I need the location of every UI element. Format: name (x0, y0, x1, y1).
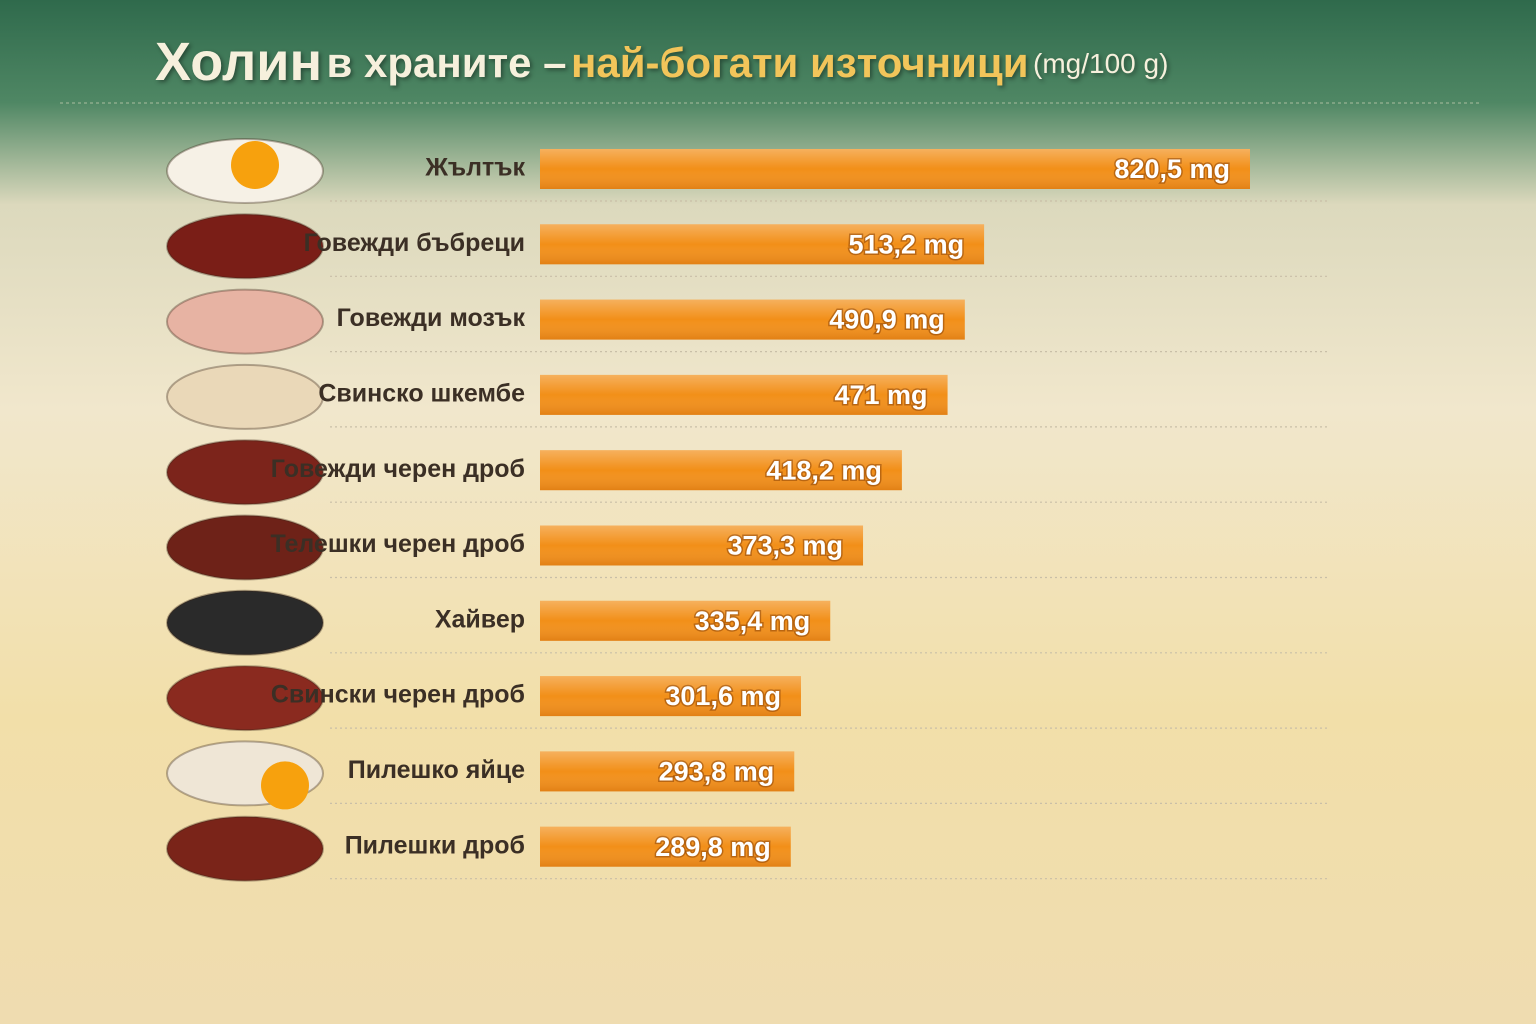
chart-title: Холин в храните – най-богати източници (… (155, 32, 1168, 92)
title-part: най-богати източници (571, 39, 1029, 86)
category-label: Телешки черен дроб (270, 530, 525, 558)
value-label: 490,9 mg (829, 305, 945, 335)
title-part: в храните – (327, 39, 567, 86)
title-part: Холин (155, 32, 322, 92)
food-icon (166, 363, 324, 430)
food-icon (166, 213, 324, 280)
category-label: Свински черен дроб (271, 681, 525, 709)
category-label: Пилешко яйце (348, 756, 525, 784)
category-label: Говежди мозък (337, 304, 526, 332)
food-icon (166, 589, 324, 656)
food-icon (166, 288, 324, 355)
food-icon (166, 439, 324, 506)
value-label: 293,8 mg (659, 757, 775, 787)
bar-shine (540, 374, 948, 415)
title-unit: (mg/100 g) (1033, 48, 1168, 79)
bar-shine (540, 600, 831, 641)
category-label: Говежди бъбреци (304, 229, 525, 257)
bar-shine (540, 224, 985, 265)
category-label: Свинско шкембе (318, 380, 525, 408)
food-icon (166, 815, 324, 882)
value-label: 418,2 mg (766, 455, 882, 485)
bar-shine (540, 299, 965, 340)
food-icon (166, 665, 324, 732)
bar-shine (540, 450, 902, 491)
bar-shine (540, 826, 791, 867)
yolk-icon (231, 141, 279, 189)
value-label: 471 mg (835, 380, 928, 410)
category-label: Жълтък (424, 154, 525, 182)
category-label: Хайвер (435, 605, 525, 633)
value-label: 335,4 mg (695, 606, 811, 636)
category-label: Пилешки дроб (345, 831, 525, 859)
bar-shine (540, 751, 795, 792)
bar-shine (540, 676, 801, 717)
value-label: 373,3 mg (727, 531, 843, 561)
value-label: 820,5 mg (1114, 154, 1230, 184)
food-icons (166, 138, 324, 882)
bar-shine (540, 149, 1250, 189)
category-label: Говежди черен дроб (271, 455, 525, 483)
value-label: 513,2 mg (849, 229, 965, 259)
food-icon (166, 514, 324, 581)
value-label: 289,8 mg (655, 832, 771, 862)
yolk-icon (261, 761, 309, 810)
bar-shine (540, 525, 864, 566)
value-label: 301,6 mg (665, 681, 781, 711)
